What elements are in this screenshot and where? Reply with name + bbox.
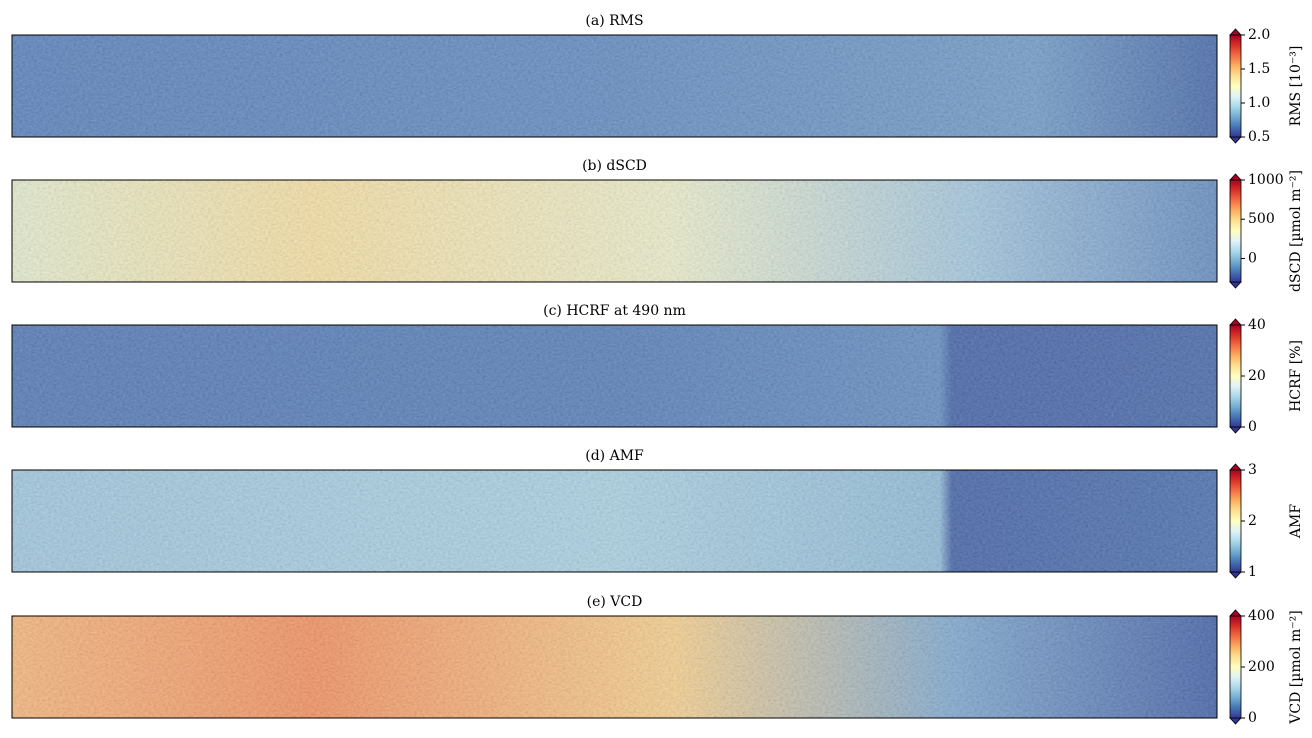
colorbar-tick-label: 1.0: [1248, 95, 1270, 111]
colorbar-tick-label: 20: [1248, 368, 1266, 384]
colorbar-extend-bottom: [1230, 572, 1241, 578]
colorbar-tick-label: 1: [1248, 564, 1257, 580]
colorbar-label: AMF: [1288, 504, 1304, 539]
colorbar-extend-top: [1230, 174, 1241, 180]
panel-title: (b) dSCD: [582, 158, 647, 174]
colorbar: [1230, 325, 1241, 427]
panel-title: (e) VCD: [587, 594, 643, 610]
colorbar-label: VCD [µmol m⁻²]: [1288, 610, 1304, 724]
image-texture: [12, 35, 1217, 137]
colorbar: [1230, 180, 1241, 282]
colorbar-tick-label: 500: [1248, 211, 1275, 227]
colorbar: [1230, 35, 1241, 137]
colorbar: [1230, 616, 1241, 718]
image-texture: [12, 325, 1217, 427]
colorbar-extend-top: [1230, 610, 1241, 616]
colorbar-tick-label: 400: [1248, 608, 1275, 624]
colorbar-tick-label: 3: [1248, 462, 1257, 478]
colorbar-label: RMS [10⁻³]: [1288, 46, 1304, 127]
colorbar-extend-bottom: [1230, 282, 1241, 288]
colorbar-label: dSCD [µmol m⁻²]: [1288, 170, 1304, 292]
colorbar-extend-bottom: [1230, 137, 1241, 143]
image-texture: [12, 616, 1217, 718]
colorbar-extend-bottom: [1230, 427, 1241, 433]
colorbar-tick-label: 2: [1248, 513, 1257, 529]
colorbar-tick-label: 1.5: [1248, 61, 1270, 77]
figure: (a) RMS 0.5 1.0 1.5 2.0 RMS [10⁻³] (b) dSCD 0 50…: [0, 0, 1312, 734]
image-texture: [12, 470, 1217, 572]
colorbar-extend-top: [1230, 464, 1241, 470]
colorbar-tick-label: 0.5: [1248, 129, 1270, 145]
image-texture: [12, 180, 1217, 282]
colorbar-tick-label: 1000: [1248, 172, 1284, 188]
colorbar-tick-label: 200: [1248, 659, 1275, 675]
colorbar-tick-label: 40: [1248, 317, 1266, 333]
colorbar-label: HCRF [%]: [1288, 340, 1304, 412]
colorbar-extend-top: [1230, 319, 1241, 325]
panel-title: (a) RMS: [585, 13, 643, 29]
colorbar: [1230, 470, 1241, 572]
panel-title: (c) HCRF at 490 nm: [543, 303, 686, 319]
colorbar-tick-label: 0: [1248, 419, 1257, 435]
colorbar-tick-label: 0: [1248, 250, 1257, 266]
colorbar-extend-top: [1230, 29, 1241, 35]
colorbar-tick-label: 2.0: [1248, 27, 1270, 43]
panel-title: (d) AMF: [585, 448, 644, 464]
colorbar-tick-label: 0: [1248, 710, 1257, 726]
colorbar-extend-bottom: [1230, 718, 1241, 724]
